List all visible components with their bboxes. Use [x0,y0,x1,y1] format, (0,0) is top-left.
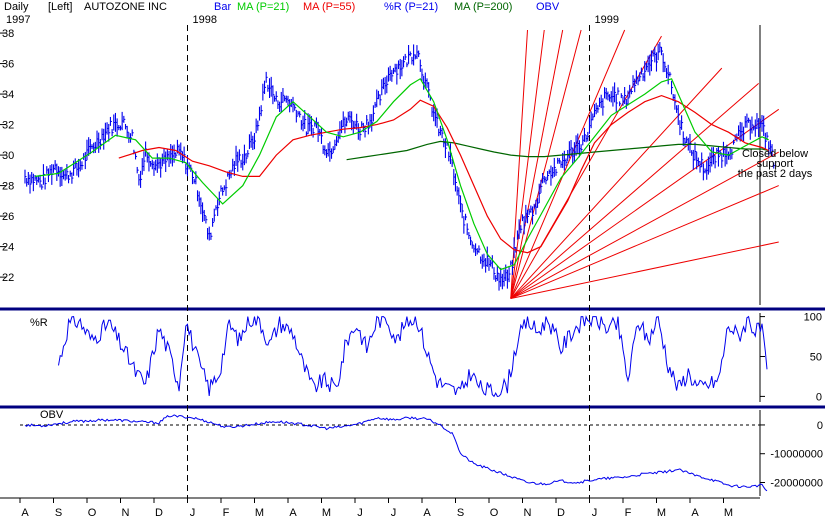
month-label: M [657,507,666,519]
price-tick-label: 32 [2,120,14,132]
scale-label: [Left] [48,1,72,13]
obv-tick-label: -20000000 [770,477,823,489]
wr-tick-label: 50 [810,352,822,364]
month-label: J [391,507,397,519]
month-label: F [625,507,632,519]
annotation-line-3: the past 2 days [738,168,813,180]
williams-r-panel: %R 0 50 100 [30,312,822,404]
month-label: D [557,507,565,519]
month-label: M [255,507,264,519]
month-label: J [357,507,363,519]
price-panel: 22 24 26 28 30 32 34 36 38 [0,25,780,305]
wr-title: %R [30,317,48,329]
legend-item: MA (P=21) [237,1,289,13]
price-tick-label: 38 [2,28,14,40]
year-labels: 1997 1998 1999 [6,14,619,26]
legend-item: MA (P=55) [303,1,355,13]
month-label: A [21,507,29,519]
obv-panel: OBV 0 -10000000 -20000000 [20,409,823,496]
price-tick-label: 28 [2,181,14,193]
obv-line [24,414,768,492]
fan-line [510,108,780,299]
wr-tick-label: 0 [816,391,822,403]
fan-line [510,83,759,299]
fan-line [510,185,779,299]
symbol-label: AUTOZONE INC [84,1,167,13]
obv-title: OBV [40,409,64,421]
wr-tick-label: 100 [804,312,822,324]
legend-item: OBV [536,1,560,13]
month-label: S [457,507,464,519]
year-label: 1998 [193,14,217,26]
price-tick-label: 34 [2,89,14,101]
fan-line [510,29,564,299]
ma21-line [34,77,769,271]
price-tick-label: 26 [2,211,14,223]
obv-tick-label: -10000000 [770,449,823,461]
ma55-line [118,94,769,254]
year-label: 1999 [595,14,619,26]
price-bars [24,41,776,291]
price-tick-label: 30 [2,150,14,162]
fan-line [510,35,662,299]
fan-line [510,29,582,299]
legend-item: MA (P=200) [454,1,512,13]
price-tick-label: 22 [2,272,14,284]
annotation-line-1: Closed below [742,148,808,160]
month-label: S [55,507,62,519]
legend-item: Bar [214,1,231,13]
month-label: D [155,507,163,519]
year-label: 1997 [6,14,30,26]
month-label: J [592,507,598,519]
annotation-line-2: support [757,158,794,170]
fan-line [510,151,779,299]
month-label: O [88,507,97,519]
month-label: F [223,507,230,519]
fan-line [510,29,545,299]
month-label: M [724,507,733,519]
price-tick-label: 24 [2,242,14,254]
fan-line [510,241,779,299]
month-label: O [490,507,499,519]
wr-line [58,315,768,398]
month-label: N [122,507,130,519]
fan-line [510,29,626,299]
month-label: A [289,507,297,519]
obv-tick-label: 0 [817,420,823,432]
chart-legend: Bar MA (P=21) MA (P=55) %R (P=21) MA (P=200)… [214,1,560,13]
month-label: N [524,507,532,519]
month-label: J [190,507,196,519]
price-tick-label: 36 [2,59,14,71]
year-divider-lines [187,25,590,498]
month-label: M [322,507,331,519]
period-label: Daily [4,1,29,13]
legend-item: %R (P=21) [384,1,438,13]
fan-line [510,29,528,299]
month-label: A [423,507,431,519]
month-label: A [691,507,699,519]
support-annotation: Closed below support the past 2 days [738,148,813,180]
